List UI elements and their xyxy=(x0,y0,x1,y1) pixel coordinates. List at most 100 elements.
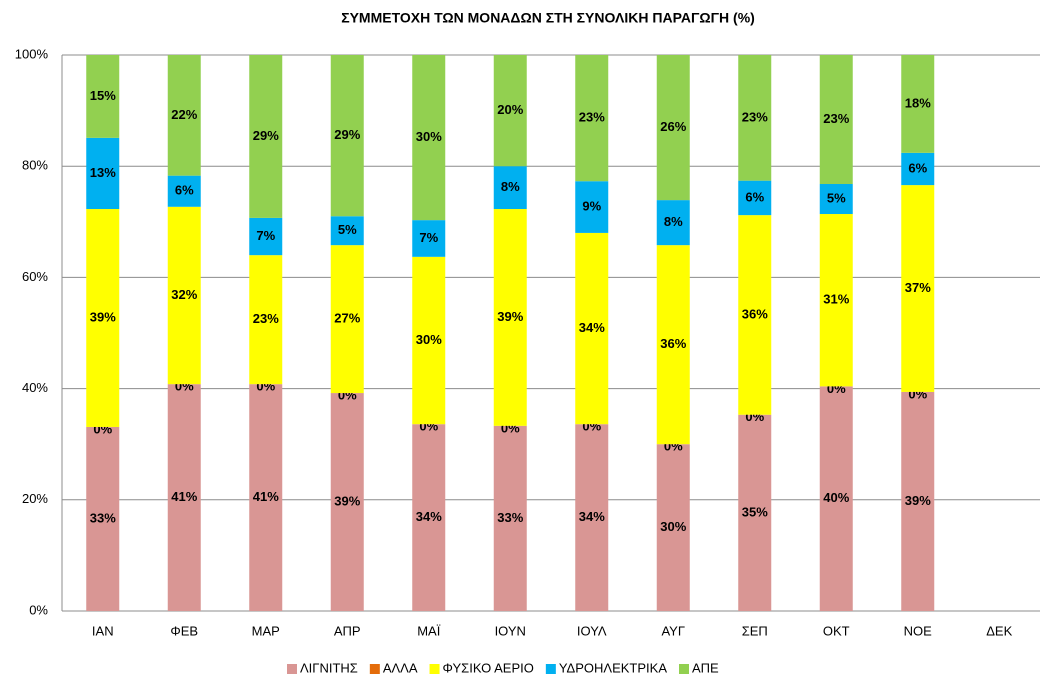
value-label: 30% xyxy=(660,519,686,534)
bar-segment xyxy=(86,426,120,611)
bar-segment xyxy=(738,55,772,181)
value-label: 31% xyxy=(823,292,849,307)
legend-label: ΑΠΕ xyxy=(692,660,719,675)
bar-segment xyxy=(819,214,853,387)
bar-segment xyxy=(493,425,527,611)
legend-swatch xyxy=(679,664,689,674)
bar-segment xyxy=(493,166,527,210)
bar-segment xyxy=(656,245,690,445)
legend-label: ΦΥΣΙΚΟ ΑΕΡΙΟ xyxy=(443,660,534,675)
value-label: 8% xyxy=(501,179,520,194)
bar-segment xyxy=(656,444,690,611)
x-tick-label: ΜΑΡ xyxy=(252,623,280,638)
x-tick-label: ΔΕΚ xyxy=(986,623,1012,638)
value-label: 6% xyxy=(175,183,194,198)
value-label: 7% xyxy=(419,230,438,245)
bar-segment xyxy=(656,200,690,246)
bar-segment xyxy=(249,255,283,385)
value-label: 5% xyxy=(827,190,846,205)
y-tick-label: 0% xyxy=(29,602,48,617)
bar-segment xyxy=(738,215,772,415)
bar-segment xyxy=(412,424,446,611)
value-label: 26% xyxy=(660,119,686,134)
value-label: 22% xyxy=(171,107,197,122)
bar-segment xyxy=(901,391,935,611)
value-label: 29% xyxy=(253,128,279,143)
y-tick-label: 40% xyxy=(22,380,48,395)
value-label: 39% xyxy=(90,309,116,324)
value-label: 6% xyxy=(745,189,764,204)
value-label: 36% xyxy=(660,336,686,351)
value-label: 39% xyxy=(905,493,931,508)
value-label: 39% xyxy=(497,309,523,324)
chart-title: ΣΥΜΜΕΤΟΧΗ ΤΩΝ ΜΟΝΑΔΩΝ ΣΤΗ ΣΥΝΟΛΙΚΗ ΠΑΡΑΓ… xyxy=(341,10,755,26)
bar-segment xyxy=(167,384,201,611)
value-label: 8% xyxy=(664,214,683,229)
y-tick-label: 80% xyxy=(22,158,48,173)
bar-segment xyxy=(412,256,446,425)
bar-segment xyxy=(738,414,772,611)
x-tick-label: ΙΑΝ xyxy=(92,623,114,638)
bar-segment xyxy=(330,393,364,611)
value-label: 9% xyxy=(582,199,601,214)
x-tick-label: ΟΚΤ xyxy=(823,623,850,638)
bar-segment xyxy=(167,175,201,207)
x-tick-label: ΙΟΥΛ xyxy=(577,623,607,638)
value-label: 34% xyxy=(579,509,605,524)
legend-swatch xyxy=(545,664,556,674)
bar-segment xyxy=(575,424,609,611)
x-tick-label: ΦΕΒ xyxy=(170,623,198,638)
value-label: 23% xyxy=(823,111,849,126)
legend-swatch xyxy=(369,664,380,674)
bar-segment xyxy=(819,386,853,611)
bar-segment xyxy=(167,206,201,385)
value-label: 7% xyxy=(256,228,275,243)
value-label: 35% xyxy=(742,504,768,519)
bar-segment xyxy=(493,209,527,426)
value-label: 36% xyxy=(742,306,768,321)
value-label: 32% xyxy=(171,287,197,302)
value-label: 34% xyxy=(579,320,605,335)
legend-label: ΑΛΛΑ xyxy=(383,660,418,675)
value-label: 40% xyxy=(823,490,849,505)
bar-segment xyxy=(575,181,609,233)
value-label: 30% xyxy=(416,332,442,347)
value-label: 34% xyxy=(416,509,442,524)
value-label: 33% xyxy=(90,510,116,525)
legend-swatch xyxy=(287,664,297,674)
value-label: 30% xyxy=(416,129,442,144)
value-label: 41% xyxy=(253,489,279,504)
y-tick-label: 20% xyxy=(22,491,48,506)
bar-segment xyxy=(901,185,935,392)
x-tick-label: ΜΑΪ xyxy=(417,623,441,638)
x-tick-label: ΣΕΠ xyxy=(742,623,768,638)
bar-segment xyxy=(901,55,935,153)
bar-segment xyxy=(330,245,364,394)
bar-segment xyxy=(86,137,120,210)
bar-segment xyxy=(493,55,527,167)
x-tick-label: ΑΠΡ xyxy=(334,623,361,638)
bar-segment xyxy=(575,55,609,182)
value-label: 23% xyxy=(579,110,605,125)
bar-segment xyxy=(330,55,364,217)
value-label: 39% xyxy=(334,493,360,508)
value-label: 13% xyxy=(90,165,116,180)
value-label: 6% xyxy=(908,160,927,175)
legend-swatch xyxy=(429,664,440,674)
bar-segment xyxy=(412,220,446,257)
legend-label: ΥΔΡΟΗΛΕΚΤΡΙΚΑ xyxy=(559,660,667,675)
bar-segment xyxy=(249,55,283,218)
bar-segment xyxy=(738,180,772,216)
bar-segment xyxy=(249,384,283,611)
value-label: 5% xyxy=(338,222,357,237)
bar-segment xyxy=(412,55,446,221)
value-label: 33% xyxy=(497,510,523,525)
bar-segment xyxy=(575,232,609,425)
x-tick-label: ΝΟΕ xyxy=(904,623,933,638)
bar-segment xyxy=(819,55,853,184)
value-label: 23% xyxy=(253,311,279,326)
value-label: 15% xyxy=(90,88,116,103)
x-tick-label: ΙΟΥΝ xyxy=(495,623,526,638)
value-label: 37% xyxy=(905,280,931,295)
